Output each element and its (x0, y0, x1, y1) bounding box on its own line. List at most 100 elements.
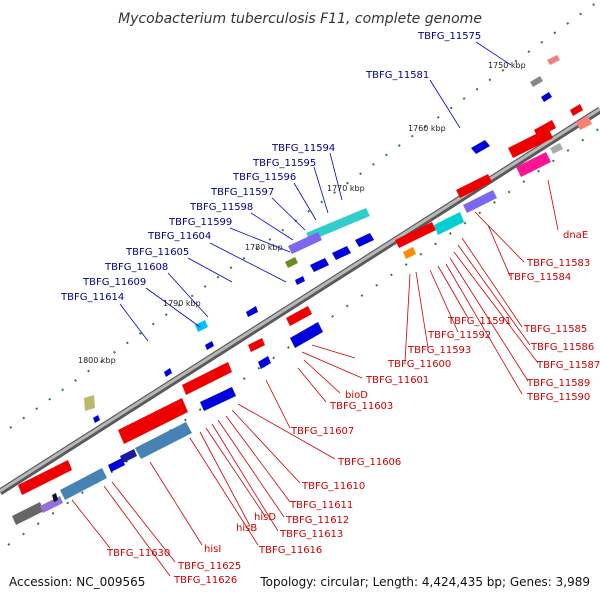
label-leader (231, 409, 301, 484)
gene-arrow-reverse (434, 212, 464, 235)
gene-arrow-forward (285, 257, 298, 268)
gene-label-reverse: TBFG_11592 (427, 330, 491, 341)
label-leader (167, 272, 209, 318)
kbp-marker: 1780 kbp (245, 243, 283, 252)
gene-label-reverse: TBFG_11591 (447, 316, 511, 327)
label-leader (189, 437, 259, 546)
gene-arrow-reverse (516, 152, 551, 177)
gene-arrow-reverse (118, 398, 188, 444)
label-leader (404, 273, 411, 363)
gene-label-reverse: bioD (345, 390, 368, 401)
gene-arrow-reverse (18, 460, 72, 495)
gene-arrow-reverse (570, 104, 583, 116)
gene-label-reverse: TBFG_11613 (279, 529, 343, 540)
label-leader (297, 367, 327, 403)
gene-arrow-forward (310, 258, 329, 272)
gene-label-reverse: TBFG_11583 (526, 258, 590, 269)
gene-label-reverse: TBFG_11587 (536, 360, 600, 371)
gene-arrow-forward (93, 415, 100, 423)
genome-backbone (0, 107, 600, 495)
gene-label-forward: TBFG_11609 (82, 277, 146, 288)
gene-arrow-forward (471, 140, 490, 154)
gene-label-reverse: TBFG_11612 (285, 515, 349, 526)
gene-label-reverse: TBFG_11610 (301, 481, 365, 492)
label-leader (211, 423, 279, 532)
label-leader (237, 403, 336, 460)
gene-label-forward: TBFG_11598 (189, 202, 253, 213)
label-leader (271, 197, 306, 231)
label-leader (217, 419, 285, 518)
gene-label-reverse: hisI (204, 544, 221, 555)
gene-arrow-reverse (395, 222, 436, 248)
label-leader (445, 263, 523, 395)
gene-label-reverse: TBFG_11601 (365, 375, 429, 386)
kbp-marker: 1790 kbp (163, 299, 201, 308)
label-leader (225, 415, 291, 503)
gene-label-reverse: TBFG_11611 (289, 500, 353, 511)
label-leader (187, 257, 233, 283)
label-leader (265, 379, 291, 429)
gene-arrow-forward (195, 320, 208, 332)
gene-label-reverse: TBFG_11606 (337, 457, 401, 468)
kbp-marker: 1750 kbp (488, 61, 526, 70)
gene-arrow-forward (295, 276, 305, 285)
genome-summary: Topology: circular; Length: 4,424,435 bp… (259, 575, 590, 589)
forward-gene-labels: TBFG_11575 TBFG_11581 TBFG_11594 TBFG_11… (60, 31, 512, 342)
gene-arrow-reverse (40, 496, 63, 513)
label-leader (429, 269, 459, 333)
label-leader (111, 481, 176, 563)
gene-label-forward: TBFG_11581 (365, 70, 429, 81)
gene-label-forward: TBFG_11614 (60, 292, 124, 303)
gene-label-reverse: TBFG_11607 (290, 426, 354, 437)
reverse-gene-labels: dnaE TBFG_11583 TBFG_11584 TBFG_11585 TB… (71, 179, 600, 586)
kbp-marker: 1760 kbp (408, 124, 446, 133)
gene-arrow-reverse (550, 143, 563, 154)
label-leader (71, 499, 111, 549)
label-leader (415, 271, 429, 349)
label-leader (205, 427, 266, 517)
label-leader (145, 287, 201, 328)
gene-arrow-reverse (290, 322, 323, 348)
gene-label-forward: TBFG_11608 (104, 262, 168, 273)
gene-label-reverse: TBFG_11584 (507, 272, 571, 283)
forward-genes (84, 55, 560, 423)
kbp-marker: 1770 kbp (327, 184, 365, 193)
gene-arrow-forward (332, 246, 351, 260)
gene-label-forward: TBFG_11597 (210, 187, 274, 198)
gene-arrow-reverse (182, 362, 232, 395)
label-leader (209, 242, 287, 283)
gene-arrow-forward (84, 395, 95, 411)
gene-arrow-forward (547, 55, 560, 65)
gene-arrow-reverse (12, 502, 44, 525)
gene-arrow-reverse (120, 449, 137, 463)
gene-arrow-forward (205, 341, 214, 350)
gene-arrow-forward (355, 233, 374, 247)
gene-label-reverse: TBFG_11630 (106, 548, 170, 559)
label-leader (547, 179, 559, 231)
gene-arrow-reverse (456, 174, 492, 198)
gene-arrow-forward (306, 208, 370, 241)
gene-label-reverse: TBFG_11626 (173, 575, 237, 586)
map-title: Mycobacterium tuberculosis F11, complete… (118, 11, 482, 27)
gene-arrow-reverse (258, 356, 271, 369)
label-leader (461, 237, 523, 328)
label-leader (303, 359, 341, 394)
label-leader (487, 224, 511, 277)
gene-arrow-reverse (286, 306, 312, 326)
gene-arrow-reverse (248, 338, 265, 352)
label-leader (313, 166, 329, 214)
gene-label-forward: TBFG_11604 (147, 231, 211, 242)
label-leader (437, 265, 469, 319)
gene-arrow-forward (541, 92, 552, 102)
label-leader (293, 182, 317, 221)
kbp-markers: 1750 kbp 1760 kbp 1770 kbp 1780 kbp 1790… (78, 61, 526, 365)
gene-arrow-reverse (135, 422, 192, 459)
gene-label-forward: TBFG_11605 (125, 247, 189, 258)
gene-arrow-reverse (108, 458, 125, 472)
gene-label-reverse: TBFG_11585 (523, 324, 587, 335)
gene-label-reverse: hisB (236, 523, 257, 534)
label-leader (457, 244, 531, 346)
label-leader (429, 79, 461, 129)
gene-label-reverse: TBFG_11590 (526, 392, 590, 403)
